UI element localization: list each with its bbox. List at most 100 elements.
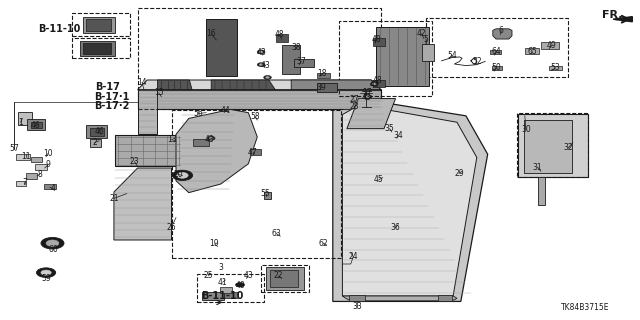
Circle shape [41,237,64,249]
Bar [90,128,104,136]
Text: 60: 60 [48,245,58,254]
Polygon shape [613,17,632,22]
Bar [541,42,559,49]
Text: 43: 43 [369,80,380,89]
Text: 30: 30 [521,125,531,134]
Text: 47: 47 [248,148,258,156]
Bar [86,125,107,138]
Bar [72,13,130,36]
Text: 46: 46 [94,127,104,136]
Bar [276,34,288,42]
Text: 36: 36 [390,223,401,232]
Bar [538,177,545,205]
Polygon shape [333,99,488,301]
Text: 59: 59 [41,274,51,283]
Bar [90,139,101,147]
Text: B-17·2: B-17·2 [94,101,130,111]
Text: 4: 4 [51,184,56,193]
Circle shape [259,64,263,66]
Text: 31: 31 [532,163,543,172]
Bar [27,119,45,130]
Circle shape [236,283,244,287]
Bar [44,184,56,189]
Circle shape [209,137,213,139]
Bar [373,38,385,46]
Text: 40: 40 [235,281,245,290]
Text: 33: 33 [352,302,362,311]
Text: 43: 43 [205,135,215,144]
Text: B-17: B-17 [95,82,120,92]
Bar [83,43,111,54]
Text: 25: 25 [204,271,214,280]
Bar [438,295,452,301]
Text: 42: 42 [417,29,427,38]
Circle shape [207,136,215,140]
Bar [282,45,300,74]
Text: 39: 39 [316,83,326,92]
Bar [138,8,381,109]
Bar [317,73,330,78]
Bar [172,110,341,258]
Text: 28: 28 [349,102,358,111]
Polygon shape [138,90,157,134]
Circle shape [371,82,378,86]
Text: 55: 55 [260,189,271,198]
Bar [264,192,271,199]
Polygon shape [138,90,381,109]
Text: 37: 37 [296,57,306,66]
Polygon shape [347,99,396,129]
Bar [72,38,130,58]
Text: 19: 19 [209,239,220,248]
Bar [31,122,42,128]
Bar [261,265,309,292]
Text: FR.: FR. [602,10,623,20]
Polygon shape [342,105,477,296]
Text: 5: 5 [423,35,428,44]
Text: 44: 44 [220,106,230,115]
Text: 3: 3 [218,263,223,272]
Text: 43: 43 [260,61,271,70]
Bar [197,274,264,302]
Text: 18: 18 [317,69,326,78]
Bar [376,27,429,86]
Polygon shape [291,80,381,90]
Polygon shape [518,114,588,177]
Bar [490,50,501,54]
Bar [426,18,568,77]
Text: 56: 56 [193,109,204,118]
Bar [266,267,304,290]
Text: 35: 35 [385,124,395,133]
Bar [517,113,588,177]
Text: 17: 17 [362,88,372,97]
Text: B-11-10: B-11-10 [38,24,81,35]
Bar [193,139,209,146]
Bar [422,44,434,61]
Text: 63: 63 [271,229,282,238]
Circle shape [366,96,370,98]
Text: 22: 22 [274,271,283,280]
Text: 50: 50 [492,63,502,72]
Text: 24: 24 [348,252,358,261]
Bar [202,292,224,300]
Text: 32: 32 [563,143,573,152]
Bar [250,149,261,155]
Text: 48: 48 [371,35,381,44]
Circle shape [46,240,59,246]
Text: 29: 29 [454,169,464,178]
Text: 65: 65 [527,47,538,56]
Text: TK84B3715E: TK84B3715E [561,303,610,312]
Circle shape [364,95,372,99]
Circle shape [172,170,193,180]
Text: 46: 46 [30,121,40,130]
Text: 49: 49 [547,41,557,50]
Circle shape [266,76,269,78]
Text: 45: 45 [374,175,384,184]
Bar [220,287,232,293]
Circle shape [177,172,188,178]
Bar [524,120,572,173]
Text: 64: 64 [491,47,501,56]
Polygon shape [211,80,275,90]
Text: B-17·1: B-17·1 [94,92,130,102]
Bar [206,19,237,76]
Bar [35,164,47,170]
